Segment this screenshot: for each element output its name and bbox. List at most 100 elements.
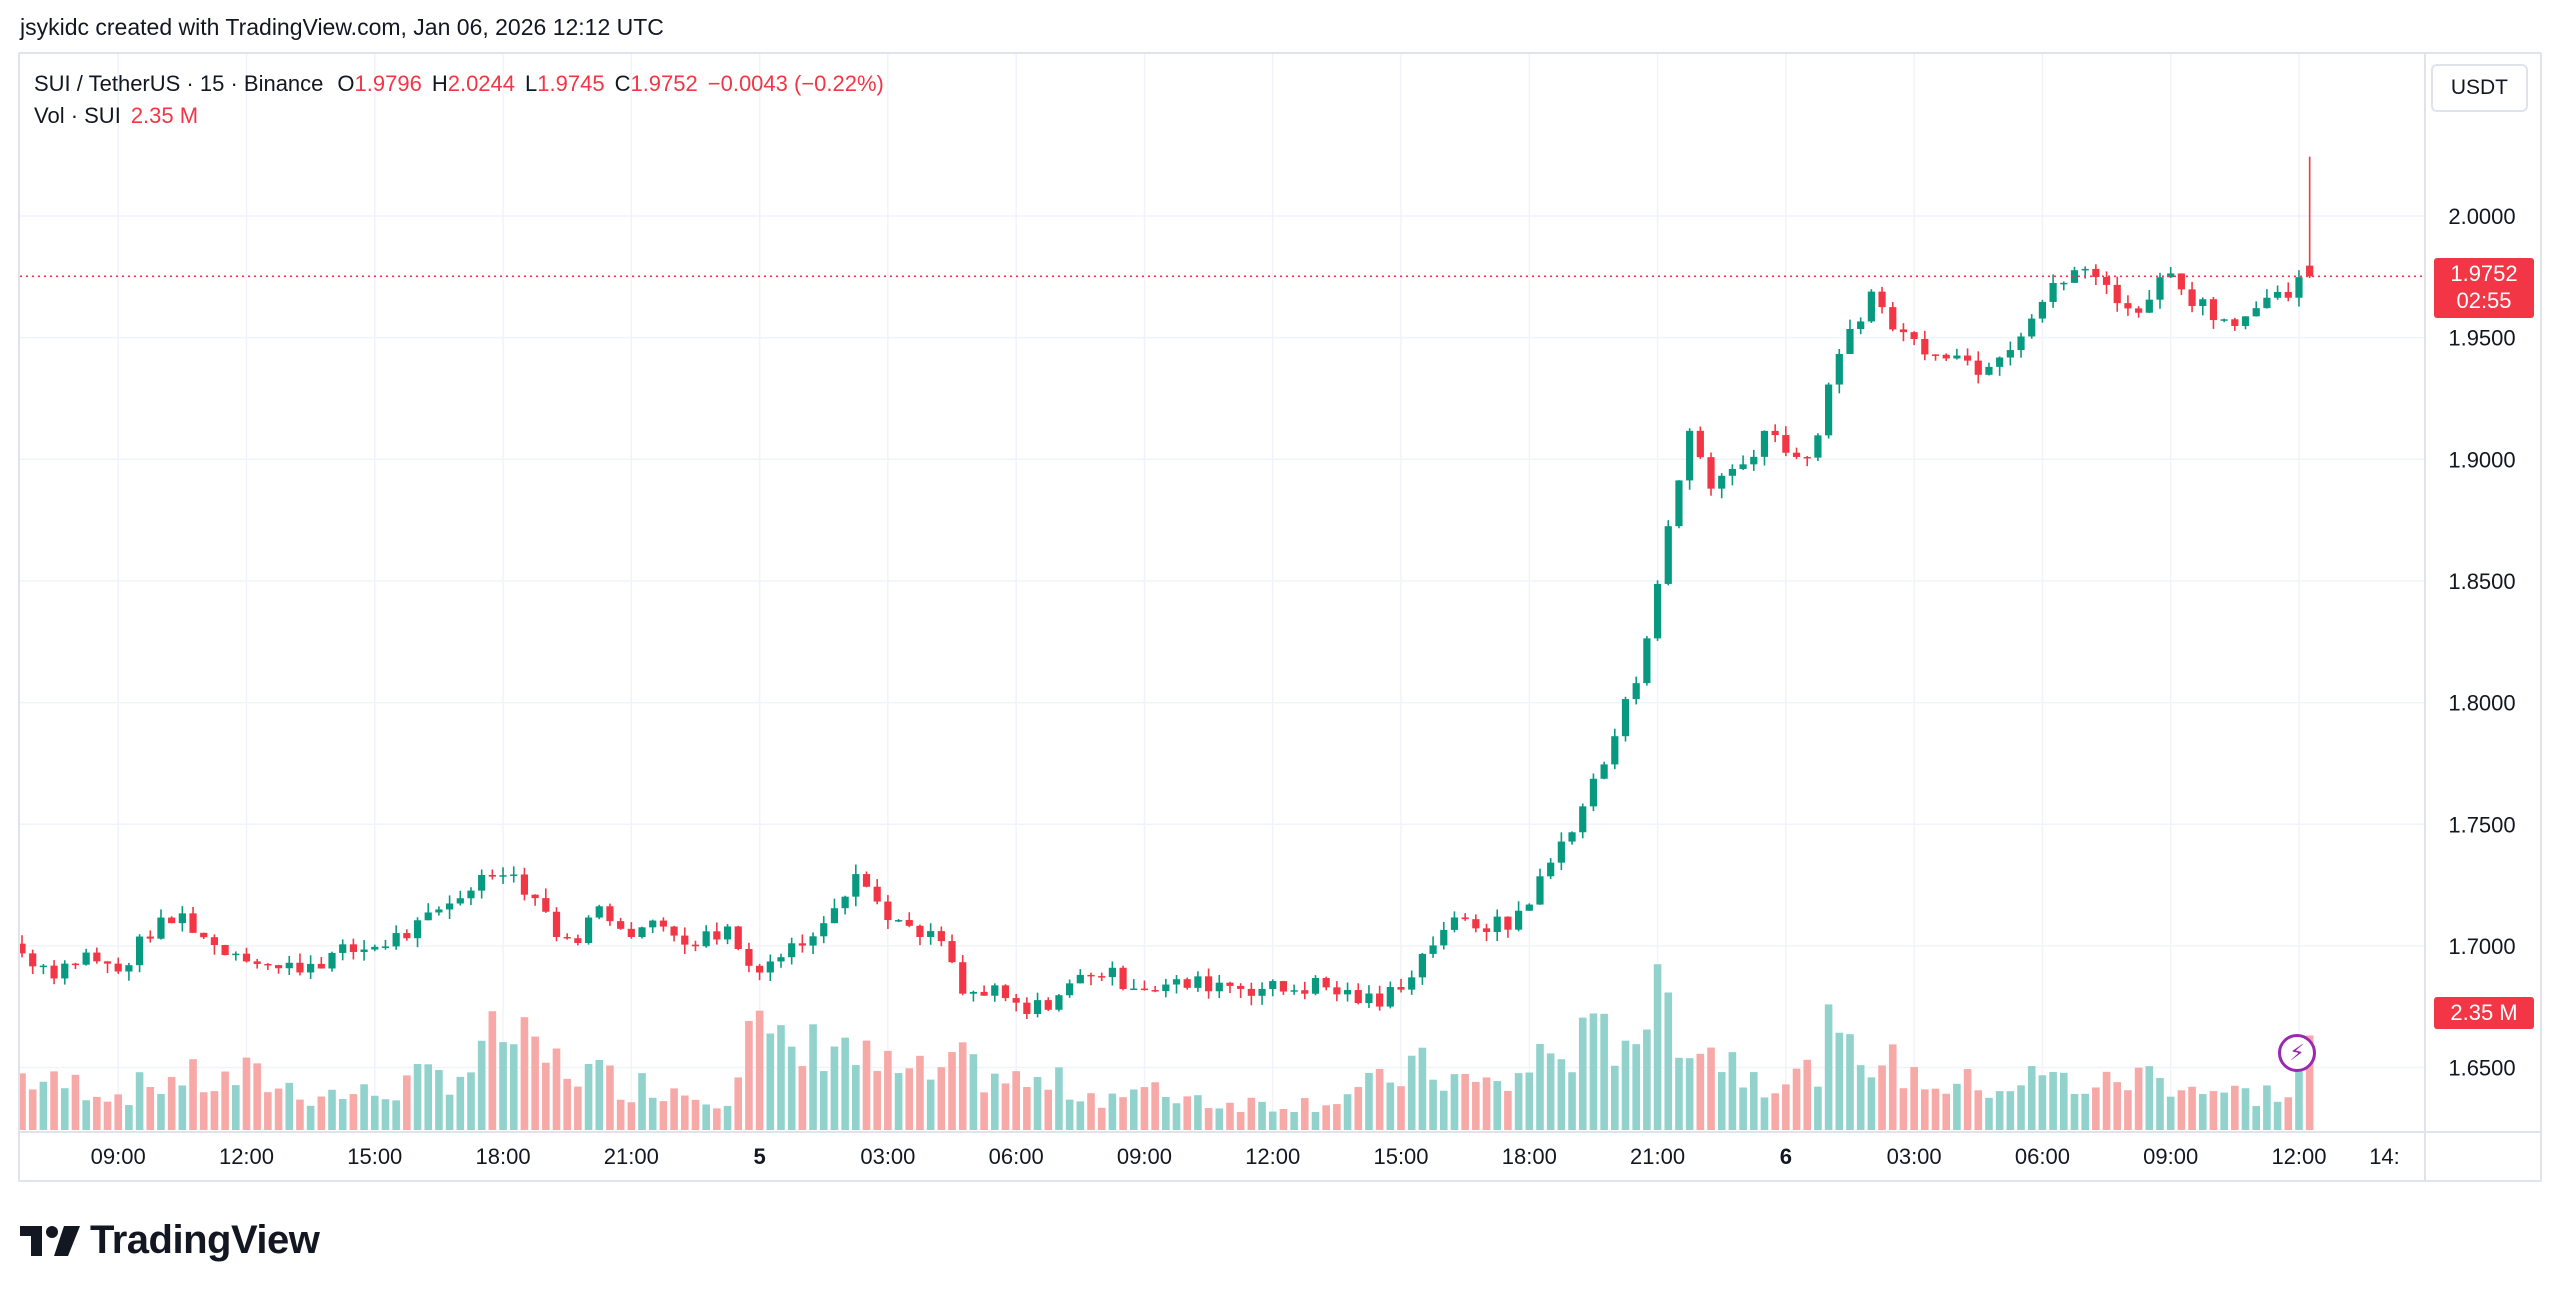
- volume-bar: [1215, 1108, 1224, 1130]
- volume-bar: [852, 1065, 860, 1130]
- x-tick-label: 03:00: [860, 1144, 915, 1169]
- volume-bar: [2198, 1094, 2207, 1130]
- candle-body: [1621, 699, 1630, 737]
- candle-body: [884, 901, 892, 921]
- lightning-icon[interactable]: ⚡: [2278, 1034, 2316, 1072]
- candle-body: [1996, 357, 2004, 367]
- candle-body: [1012, 998, 1020, 1003]
- change-value: −0.0043 (−0.22%): [707, 71, 884, 96]
- volume-bar: [1194, 1095, 1202, 1130]
- candle-body: [574, 938, 582, 943]
- volume-bar: [713, 1108, 721, 1130]
- volume-bar: [1578, 1017, 1587, 1130]
- candle-body: [2252, 308, 2260, 317]
- candle-body: [61, 963, 69, 979]
- candle-body: [617, 921, 625, 929]
- volume-bar: [574, 1086, 582, 1130]
- volume-bar: [2188, 1086, 2196, 1130]
- volume-bar: [1995, 1091, 2004, 1130]
- candle-body: [1867, 291, 1875, 322]
- candle-body: [1140, 988, 1149, 991]
- candle-body: [168, 917, 176, 924]
- volume-bar: [1888, 1044, 1897, 1130]
- candle-body: [2028, 318, 2036, 337]
- volume-bar: [723, 1105, 732, 1130]
- candle-body: [1504, 916, 1512, 930]
- volume-bar: [1632, 1044, 1640, 1130]
- volume-bar: [1942, 1093, 1950, 1130]
- volume-bar: [349, 1094, 358, 1130]
- volume-bar: [1418, 1047, 1427, 1130]
- volume-bar: [2102, 1071, 2111, 1130]
- volume-bar: [2145, 1066, 2154, 1130]
- volume-label[interactable]: Vol · SUI: [34, 103, 121, 128]
- volume-bar: [2017, 1085, 2025, 1130]
- candle-body: [253, 961, 261, 964]
- volume-bar: [905, 1068, 914, 1130]
- candle-body: [1525, 904, 1533, 911]
- candle-body: [1343, 990, 1352, 995]
- tradingview-wordmark: TradingView: [90, 1218, 320, 1262]
- volume-bar: [274, 1088, 283, 1130]
- volume-bar: [1162, 1097, 1170, 1130]
- currency-button[interactable]: USDT: [2430, 64, 2528, 112]
- volume-bar: [1055, 1067, 1063, 1130]
- candle-body: [296, 962, 304, 973]
- candle-body: [1493, 916, 1501, 932]
- chart-legend: SUI / TetherUS · 15 · Binance O1.9796 H2.0…: [34, 68, 884, 132]
- candle-body: [1857, 321, 1865, 329]
- volume-bar: [1931, 1088, 1940, 1130]
- x-tick-label: 21:00: [1630, 1144, 1685, 1169]
- volume-bar: [2273, 1101, 2282, 1130]
- candle-body: [221, 944, 229, 956]
- candle-body: [1386, 987, 1394, 1007]
- volume-bar: [1247, 1097, 1256, 1130]
- volume-bar: [50, 1071, 58, 1130]
- volume-bar: [563, 1078, 571, 1130]
- chart-attribution: jsykidc created with TradingView.com, Ja…: [20, 14, 664, 40]
- candle-body: [937, 931, 945, 942]
- volume-bar: [1311, 1112, 1320, 1130]
- candle-body: [1162, 984, 1170, 992]
- candle-body: [349, 944, 357, 952]
- candle-body: [841, 896, 849, 909]
- volume-bar: [2156, 1078, 2164, 1130]
- volume-bar: [1985, 1097, 1993, 1130]
- candle-body: [980, 991, 988, 996]
- open-value: 1.9796: [354, 71, 422, 96]
- candle-body: [1204, 976, 1213, 992]
- candle-body: [93, 952, 101, 962]
- candle-body: [830, 908, 839, 924]
- volume-bar: [1001, 1083, 1010, 1130]
- volume-bar: [1375, 1068, 1384, 1130]
- x-tick-label: 09:00: [2143, 1144, 2198, 1169]
- volume-bar: [1814, 1086, 1822, 1130]
- candlestick-chart[interactable]: 1.6500 1.7000 1.7500 1.8000 1.8500 1.9000 1.95…: [20, 54, 2540, 1180]
- candle-body: [1044, 1000, 1052, 1010]
- volume-bar: [2305, 1035, 2314, 1130]
- volume-bar: [1226, 1102, 1234, 1130]
- volume-bar: [841, 1037, 849, 1130]
- candle-body: [1803, 456, 1811, 459]
- candle-body: [2006, 350, 2014, 358]
- chart-pane[interactable]: 1.6500 1.7000 1.7500 1.8000 1.8500 1.9000 1.95…: [18, 52, 2542, 1182]
- volume-bar: [306, 1105, 315, 1130]
- candle-body: [1653, 583, 1662, 639]
- volume-bar: [1461, 1074, 1469, 1130]
- candle-body: [1568, 832, 1576, 842]
- candle-body: [328, 952, 336, 969]
- volume-bar: [1910, 1067, 1918, 1130]
- candle-body: [777, 957, 785, 962]
- volume-bar: [392, 1100, 400, 1130]
- candle-body: [1397, 987, 1405, 990]
- candle-body: [360, 949, 368, 952]
- candle-body: [1333, 987, 1341, 995]
- volume-bar: [2295, 1054, 2303, 1130]
- volume-bar: [777, 1025, 785, 1130]
- volume-bar: [990, 1073, 999, 1130]
- symbol-title[interactable]: SUI / TetherUS · 15 · Binance: [34, 71, 324, 96]
- candle-body: [798, 943, 806, 946]
- volume-bar: [595, 1060, 604, 1130]
- y-tick-label: 1.8000: [2448, 691, 2515, 716]
- volume-bar: [1653, 964, 1662, 1130]
